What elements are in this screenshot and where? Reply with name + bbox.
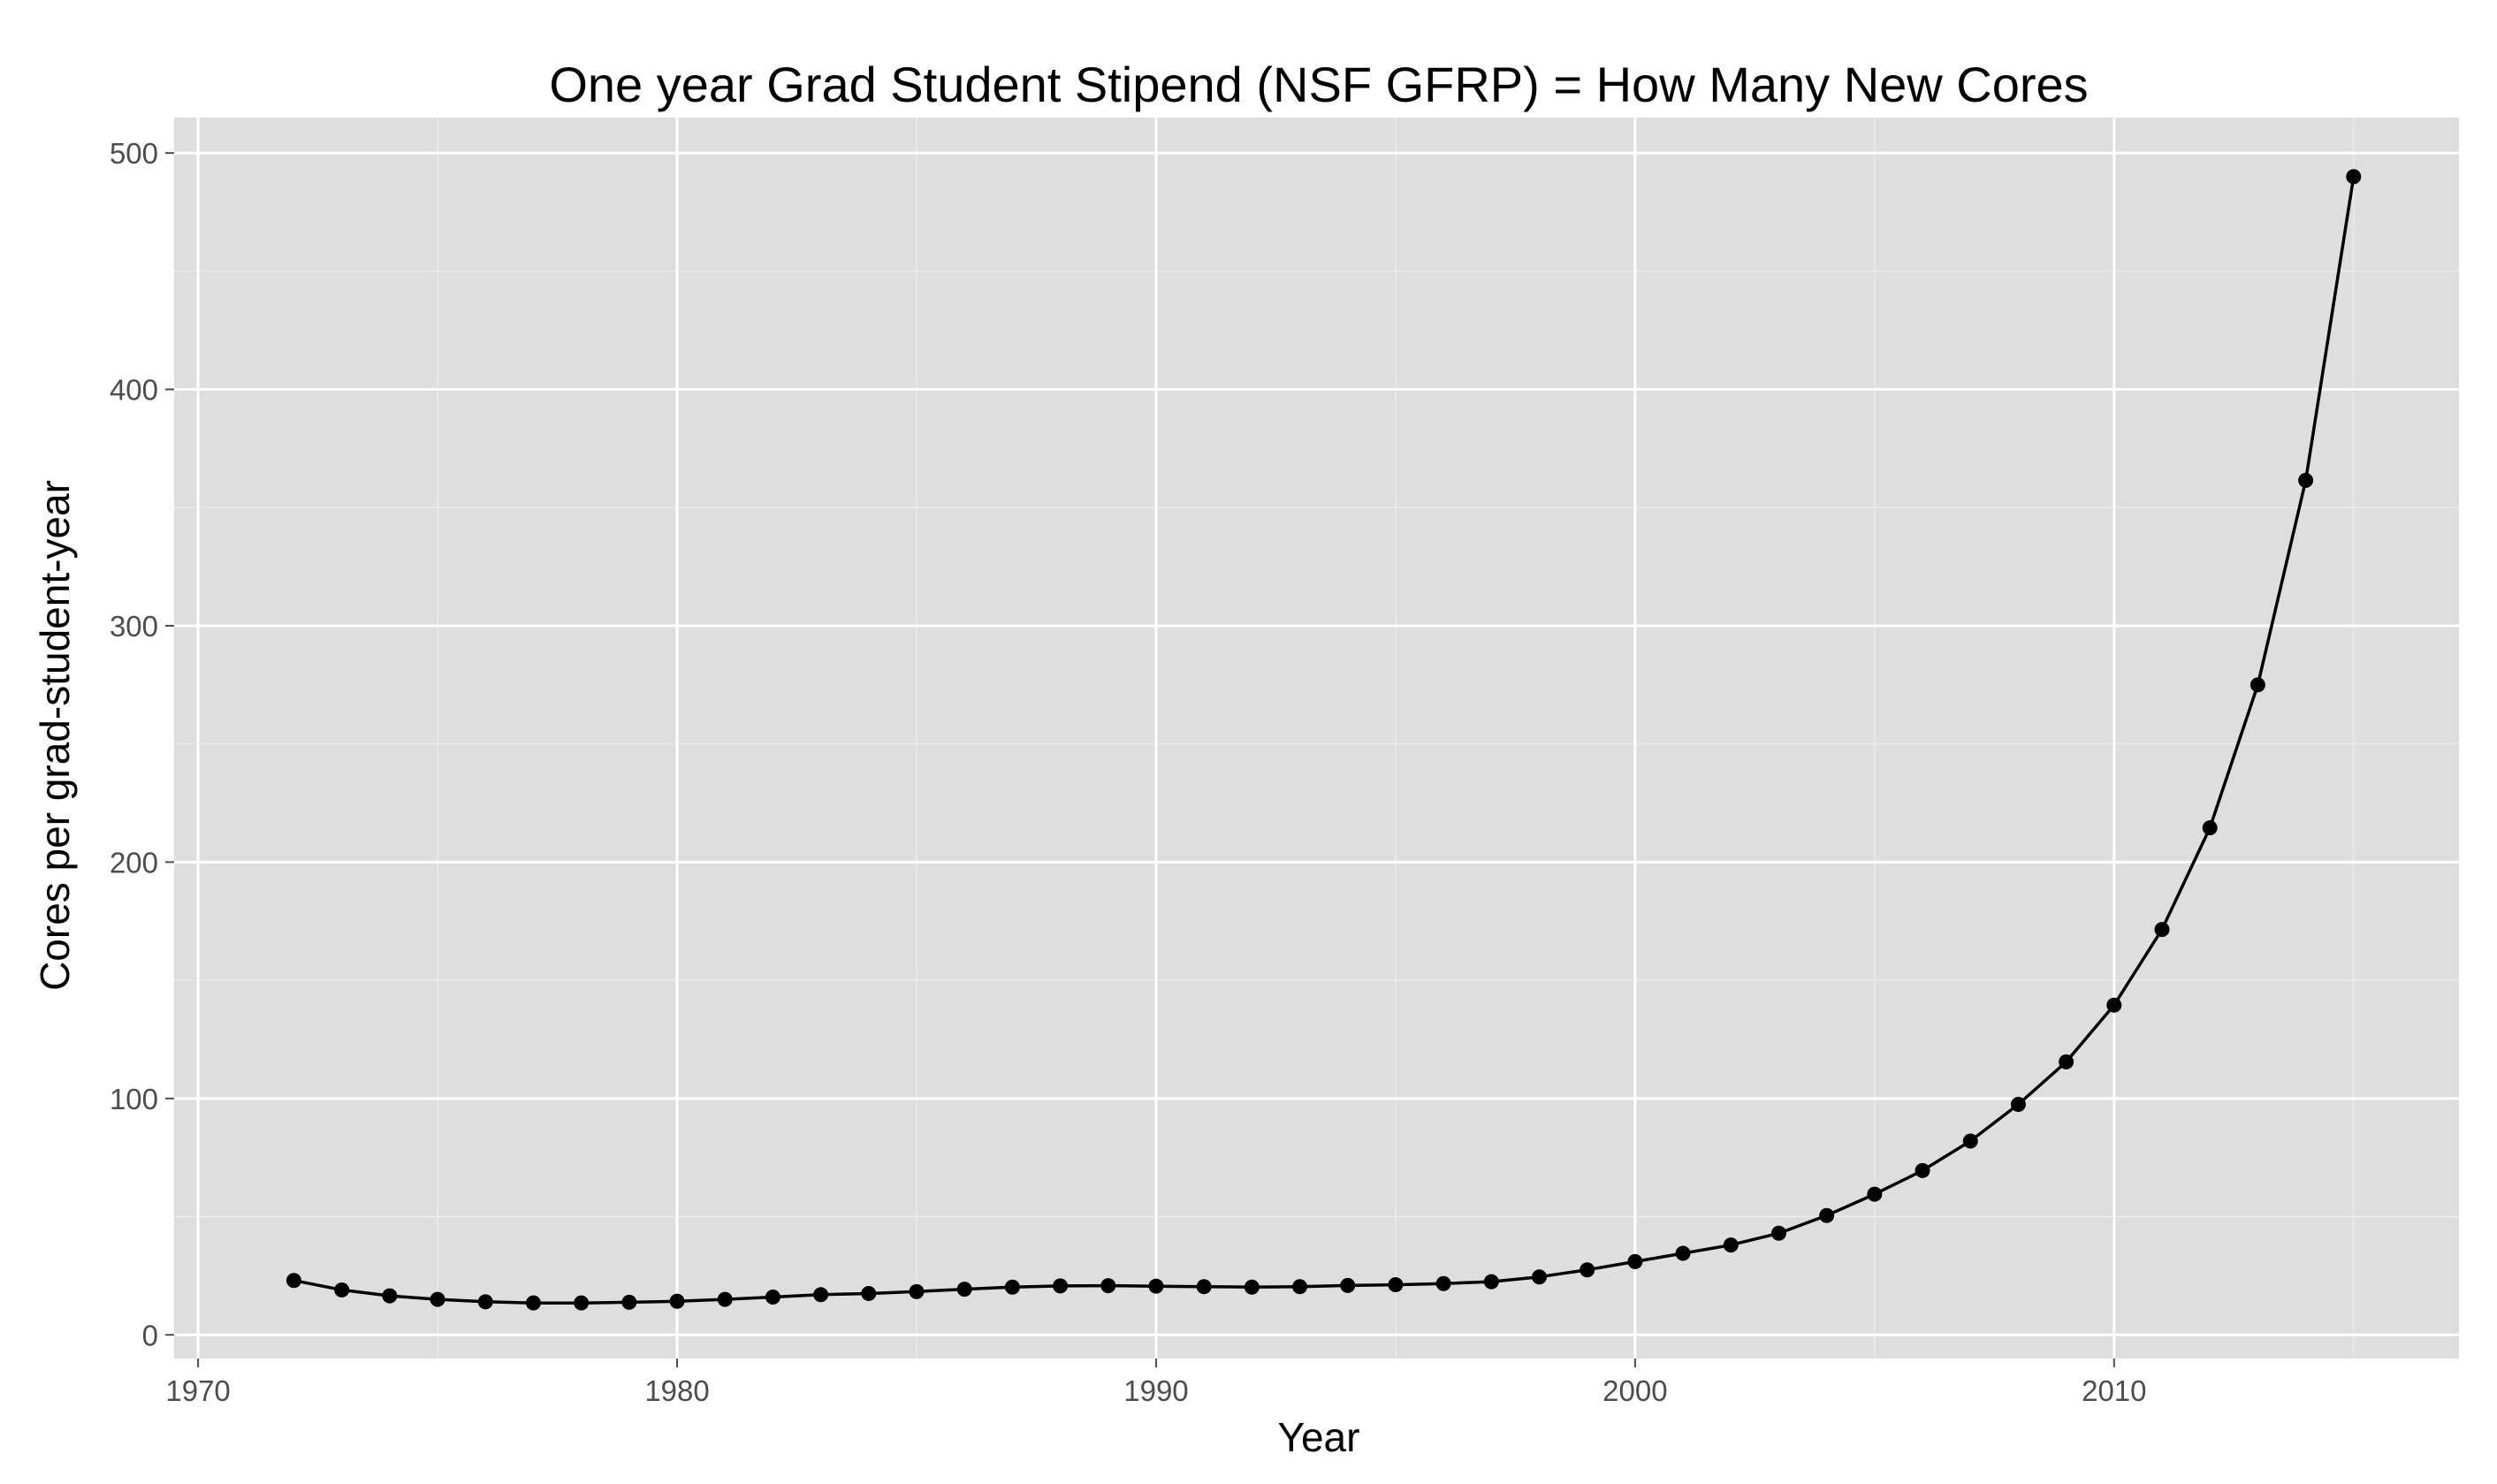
data-point xyxy=(909,1283,925,1299)
y-tick-label: 100 xyxy=(110,1083,158,1115)
data-point xyxy=(1627,1253,1643,1269)
data-point xyxy=(1340,1277,1356,1293)
y-axis-title: Cores per grad-student-year xyxy=(32,480,78,991)
data-point xyxy=(1723,1237,1739,1253)
data-point xyxy=(285,1273,301,1289)
data-point xyxy=(717,1291,733,1307)
data-point xyxy=(1292,1279,1308,1295)
data-point xyxy=(1915,1162,1930,1178)
tick-labels: 1970 1980 1990 2000 2010 0 100 200 300 400 500 xyxy=(110,137,2147,1407)
plot-panel xyxy=(174,118,2459,1358)
data-point xyxy=(1100,1278,1116,1294)
y-tick-label: 400 xyxy=(110,374,158,407)
data-point xyxy=(1770,1225,1786,1241)
data-point xyxy=(430,1291,445,1307)
data-point xyxy=(861,1285,877,1301)
data-point xyxy=(2298,473,2314,489)
y-tick-label: 300 xyxy=(110,610,158,643)
axes xyxy=(165,152,2115,1367)
data-point xyxy=(477,1294,493,1310)
data-point xyxy=(669,1293,685,1309)
data-point xyxy=(1244,1279,1260,1295)
data-point xyxy=(1053,1278,1069,1294)
data-point xyxy=(2202,820,2218,836)
data-point xyxy=(1819,1207,1835,1223)
data-point xyxy=(1148,1278,1164,1294)
data-point xyxy=(1675,1245,1691,1261)
x-tick-label: 2010 xyxy=(2082,1374,2146,1407)
data-series xyxy=(285,169,2362,1311)
data-point xyxy=(956,1282,972,1298)
grid-lines xyxy=(174,118,2459,1358)
data-point xyxy=(621,1294,637,1310)
chart-title: One year Grad Student Stipend (NSF GFRP)… xyxy=(549,57,2088,112)
series-line xyxy=(293,176,2356,1305)
y-tick-label: 500 xyxy=(110,137,158,170)
data-point xyxy=(1435,1275,1451,1291)
x-tick-label: 2000 xyxy=(1602,1374,1667,1407)
data-point xyxy=(2346,169,2362,185)
data-point xyxy=(1962,1133,1978,1149)
data-point xyxy=(2010,1097,2026,1113)
data-point xyxy=(1196,1279,1212,1295)
data-point xyxy=(334,1282,350,1298)
x-tick-label: 1970 xyxy=(165,1374,230,1407)
data-point xyxy=(2250,677,2265,693)
data-point xyxy=(1388,1277,1404,1293)
data-point xyxy=(525,1295,541,1311)
x-axis-title: Year xyxy=(1278,1414,1360,1460)
data-point xyxy=(1867,1186,1883,1202)
data-point xyxy=(813,1287,829,1303)
data-point xyxy=(1580,1262,1595,1278)
data-point xyxy=(574,1295,590,1311)
data-point xyxy=(2154,922,2170,938)
data-point xyxy=(2106,997,2122,1013)
x-tick-label: 1980 xyxy=(644,1374,709,1407)
data-point xyxy=(765,1289,780,1305)
data-point xyxy=(382,1288,398,1304)
x-tick-label: 1990 xyxy=(1123,1374,1188,1407)
data-point xyxy=(1483,1274,1499,1290)
data-point xyxy=(1004,1279,1020,1295)
y-tick-label: 0 xyxy=(142,1319,158,1351)
data-point xyxy=(1531,1269,1547,1285)
y-tick-label: 200 xyxy=(110,846,158,879)
data-point xyxy=(2059,1054,2074,1069)
